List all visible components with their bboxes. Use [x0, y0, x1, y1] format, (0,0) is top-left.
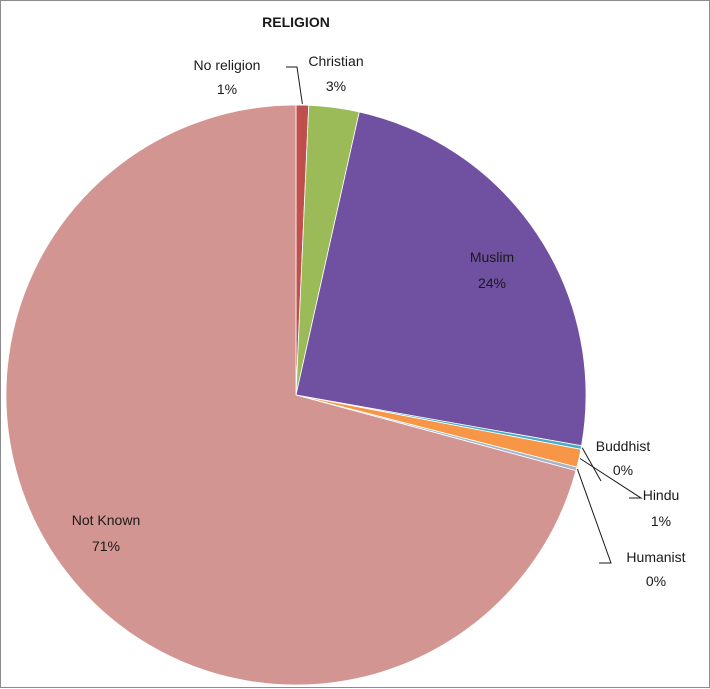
label-christian-pct: 3%: [326, 78, 346, 94]
label-no-religion-pct: 1%: [217, 81, 237, 97]
label-no-religion-name: No religion: [194, 57, 261, 73]
label-humanist-pct: 0%: [646, 573, 666, 589]
label-hindu-pct: 1%: [651, 513, 671, 529]
label-muslim-name: Muslim: [470, 249, 514, 265]
leader-line-buddhist: [581, 447, 602, 482]
leader-lines: [286, 66, 643, 564]
pie-slices: [5, 104, 587, 686]
pie-slice-not-known: [5, 104, 577, 686]
label-buddhist-pct: 0%: [613, 462, 633, 478]
label-not-known-name: Not Known: [72, 512, 140, 528]
leader-line-hindu: [579, 458, 643, 499]
label-humanist-name: Humanist: [626, 549, 685, 565]
label-not-known-pct: 71%: [92, 538, 120, 554]
leader-line-no-religion: [286, 66, 303, 105]
chart-title: RELIGION: [262, 14, 330, 30]
label-hindu-name: Hindu: [643, 487, 680, 503]
label-buddhist-name: Buddhist: [596, 438, 651, 454]
label-christian-name: Christian: [308, 53, 363, 69]
leader-line-humanist: [576, 468, 612, 564]
label-muslim-pct: 24%: [478, 275, 506, 291]
pie-slice-muslim: [295, 111, 587, 447]
